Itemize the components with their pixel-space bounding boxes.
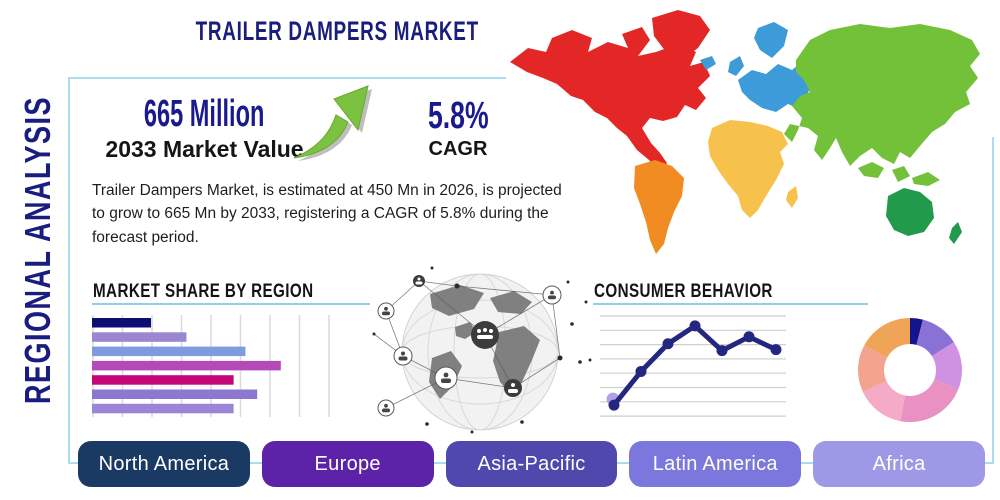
market-description: Trailer Dampers Market, is estimated at … (92, 182, 562, 246)
regional-share-donut-chart (858, 318, 962, 422)
map-asia (784, 24, 980, 166)
market-share-bar-chart (92, 315, 330, 417)
panel-border-right (992, 137, 994, 464)
map-uk (728, 56, 744, 76)
market-value-stat: 665 Million 2033 Market Value (92, 93, 317, 163)
consumer-behavior-line-chart (600, 315, 786, 417)
bar-2 (92, 346, 246, 357)
globe-network-icon (372, 266, 592, 434)
market-share-underline (92, 303, 370, 305)
region-button-asia-pacific[interactable]: Asia-Pacific (445, 441, 618, 487)
region-button-africa[interactable]: Africa (813, 441, 985, 487)
panel-border-left (68, 77, 70, 464)
bar-1 (92, 332, 187, 342)
donut-slice-4 (862, 381, 906, 422)
consumer-behavior-underline (593, 303, 868, 305)
map-australia (886, 188, 934, 236)
world-map (510, 10, 980, 254)
page-title: TRAILER DAMPERS MARKET (195, 16, 479, 46)
map-new-guinea (912, 172, 940, 186)
growth-arrow-icon (293, 85, 372, 161)
donut-slice-6 (864, 318, 910, 358)
bar-0 (92, 318, 151, 328)
map-africa (708, 120, 788, 218)
bar-5 (92, 389, 258, 399)
market-share-title: MARKET SHARE BY REGION (93, 281, 314, 302)
market-value-caption: 2033 Market Value (105, 135, 304, 162)
map-iceland (700, 56, 716, 70)
map-new-zealand (949, 222, 962, 244)
region-button-europe[interactable]: Europe (261, 441, 434, 487)
map-greenland (652, 10, 710, 60)
map-philippines (892, 166, 910, 182)
map-indonesia (858, 162, 884, 178)
map-japan (932, 86, 948, 112)
bar-6 (92, 403, 234, 414)
region-button-latin-america[interactable]: Latin America (629, 441, 802, 487)
panel-border-top (68, 77, 506, 79)
region-button-north-america[interactable]: North America (78, 441, 250, 487)
market-value-number: 665 Million (144, 93, 265, 135)
consumer-behavior-title: CONSUMER BEHAVIOR (594, 281, 773, 302)
bar-3 (92, 360, 281, 371)
side-label-regional-analysis: REGIONAL ANALYSIS (17, 95, 58, 405)
bar-4 (92, 375, 234, 385)
cagr-stat: 5.8% CAGR (398, 95, 518, 161)
cagr-caption: CAGR (428, 137, 488, 160)
donut-slice-3 (900, 379, 959, 422)
donut-slice-5 (858, 344, 888, 393)
donut-slice-1 (916, 319, 954, 357)
map-north-america (510, 27, 710, 171)
map-scandinavia (754, 22, 788, 58)
map-south-america (634, 160, 684, 254)
cagr-number: 5.8% (427, 95, 489, 137)
donut-slice-2 (931, 342, 962, 390)
region-buttons: North America Europe Asia-Pacific Latin Ame… (78, 441, 985, 487)
map-madagascar (786, 186, 798, 208)
donut-slice-0 (910, 318, 923, 345)
